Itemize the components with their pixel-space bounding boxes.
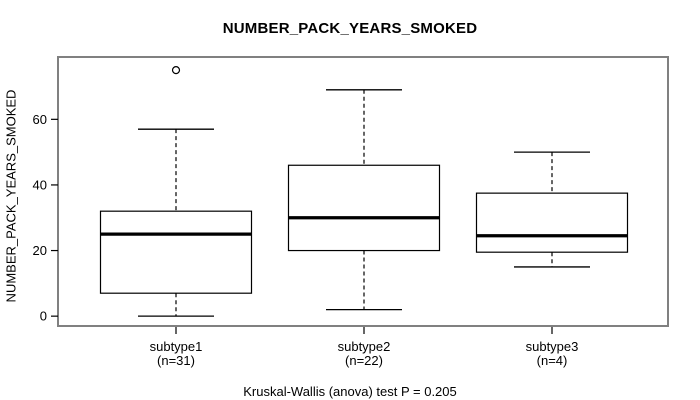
y-axis-tick-label: 40 [33, 177, 47, 192]
x-category-label: subtype1 [150, 339, 203, 354]
y-axis-tick-label: 0 [40, 309, 47, 324]
x-category-label: subtype3 [526, 339, 579, 354]
x-category-sublabel: (n=4) [537, 353, 568, 368]
iqr-box [475, 192, 629, 253]
y-axis-tick-label: 20 [33, 243, 47, 258]
x-category-sublabel: (n=31) [157, 353, 195, 368]
iqr-box [99, 210, 253, 294]
outlier-point [171, 66, 181, 75]
iqr-box [287, 164, 441, 252]
chart-title: NUMBER_PACK_YEARS_SMOKED [222, 20, 478, 37]
y-axis-tick-label: 60 [33, 112, 47, 127]
x-category-sublabel: (n=22) [345, 353, 383, 368]
stat-test-footer: Kruskal-Wallis (anova) test P = 0.205 [243, 384, 457, 399]
plot-frame [57, 56, 669, 327]
x-category-label: subtype2 [338, 339, 391, 354]
